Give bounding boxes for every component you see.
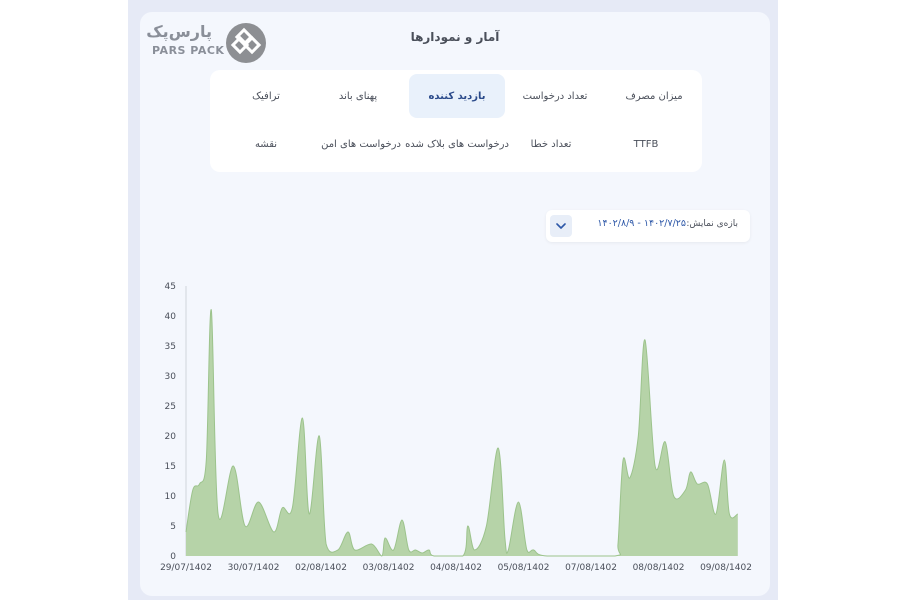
x-tick-label: 04/08/1402 (430, 563, 482, 573)
y-tick-label: 10 (165, 492, 177, 502)
x-axis-labels: 29/07/1402 30/07/1402 02/08/1402 03/08/1402… (160, 563, 752, 573)
area-layer (185, 309, 739, 557)
tab-error-count[interactable]: تعداد خطا (530, 138, 572, 150)
logo-mark-icon (226, 23, 266, 63)
page-title: آمار و نمودارها (410, 30, 500, 44)
tab-secure-requests[interactable]: درخواست های امن (321, 138, 401, 150)
tab-usage[interactable]: میزان مصرف (625, 90, 683, 102)
y-tick-label: 35 (165, 342, 176, 352)
logo-text-en: PARS PACK (152, 44, 225, 57)
page-background: پارس‌پک PARS PACK آمار و نمودارها میزان … (128, 0, 778, 600)
date-range-dropdown-button[interactable] (550, 215, 572, 237)
x-tick-label: 07/08/1402 (565, 563, 617, 573)
y-tick-label: 15 (165, 462, 176, 472)
y-tick-label: 25 (165, 402, 176, 412)
date-range-value: ۱۴۰۲/۷/۲۵ - ۱۴۰۲/۸/۹ (597, 218, 686, 229)
tab-blocked-requests[interactable]: درخواست های بلاک شده (405, 138, 509, 150)
date-range-label: بازه‌ی نمایش: (686, 219, 738, 229)
y-tick-label: 45 (165, 282, 176, 292)
logo-text-fa: پارس‌پک (146, 22, 212, 41)
y-tick-label: 30 (165, 372, 177, 382)
tab-visitors[interactable]: بازدید کننده (409, 74, 505, 118)
y-axis-labels: 0 5 10 15 20 25 30 35 40 45 (165, 282, 177, 562)
visitors-area-chart: 0 5 10 15 20 25 30 35 40 45 29/07/1402 30/07/1402 0… (160, 282, 752, 573)
x-tick-label: 30/07/1402 (228, 563, 280, 573)
date-range-selector[interactable]: بازه‌ی نمایش: ۱۴۰۲/۷/۲۵ - ۱۴۰۲/۸/۹ (546, 210, 750, 242)
x-tick-label: 08/08/1402 (633, 563, 685, 573)
x-tick-label: 03/08/1402 (363, 563, 415, 573)
x-tick-label: 29/07/1402 (160, 563, 212, 573)
x-tick-label: 09/08/1402 (700, 563, 752, 573)
chevron-down-icon (556, 223, 566, 229)
y-tick-label: 20 (165, 432, 177, 442)
x-tick-label: 02/08/1402 (295, 563, 347, 573)
x-tick-label: 05/08/1402 (498, 563, 550, 573)
visitors-area-series (186, 309, 738, 556)
tab-traffic[interactable]: ترافیک (252, 90, 280, 102)
y-tick-label: 40 (165, 312, 177, 322)
visitors-line-series (185, 309, 739, 557)
tab-ttfb[interactable]: TTFB (633, 138, 659, 150)
tab-request-count[interactable]: تعداد درخواست (522, 90, 588, 102)
y-tick-label: 5 (170, 522, 176, 532)
tab-map[interactable]: نقشه (254, 138, 278, 150)
parspack-logo: پارس‌پک PARS PACK (146, 22, 266, 66)
metric-tabs: میزان مصرف تعداد درخواست بازدید کننده په… (210, 70, 702, 172)
y-tick-label: 0 (170, 552, 176, 562)
tab-bandwidth[interactable]: پهنای باند (338, 90, 378, 102)
